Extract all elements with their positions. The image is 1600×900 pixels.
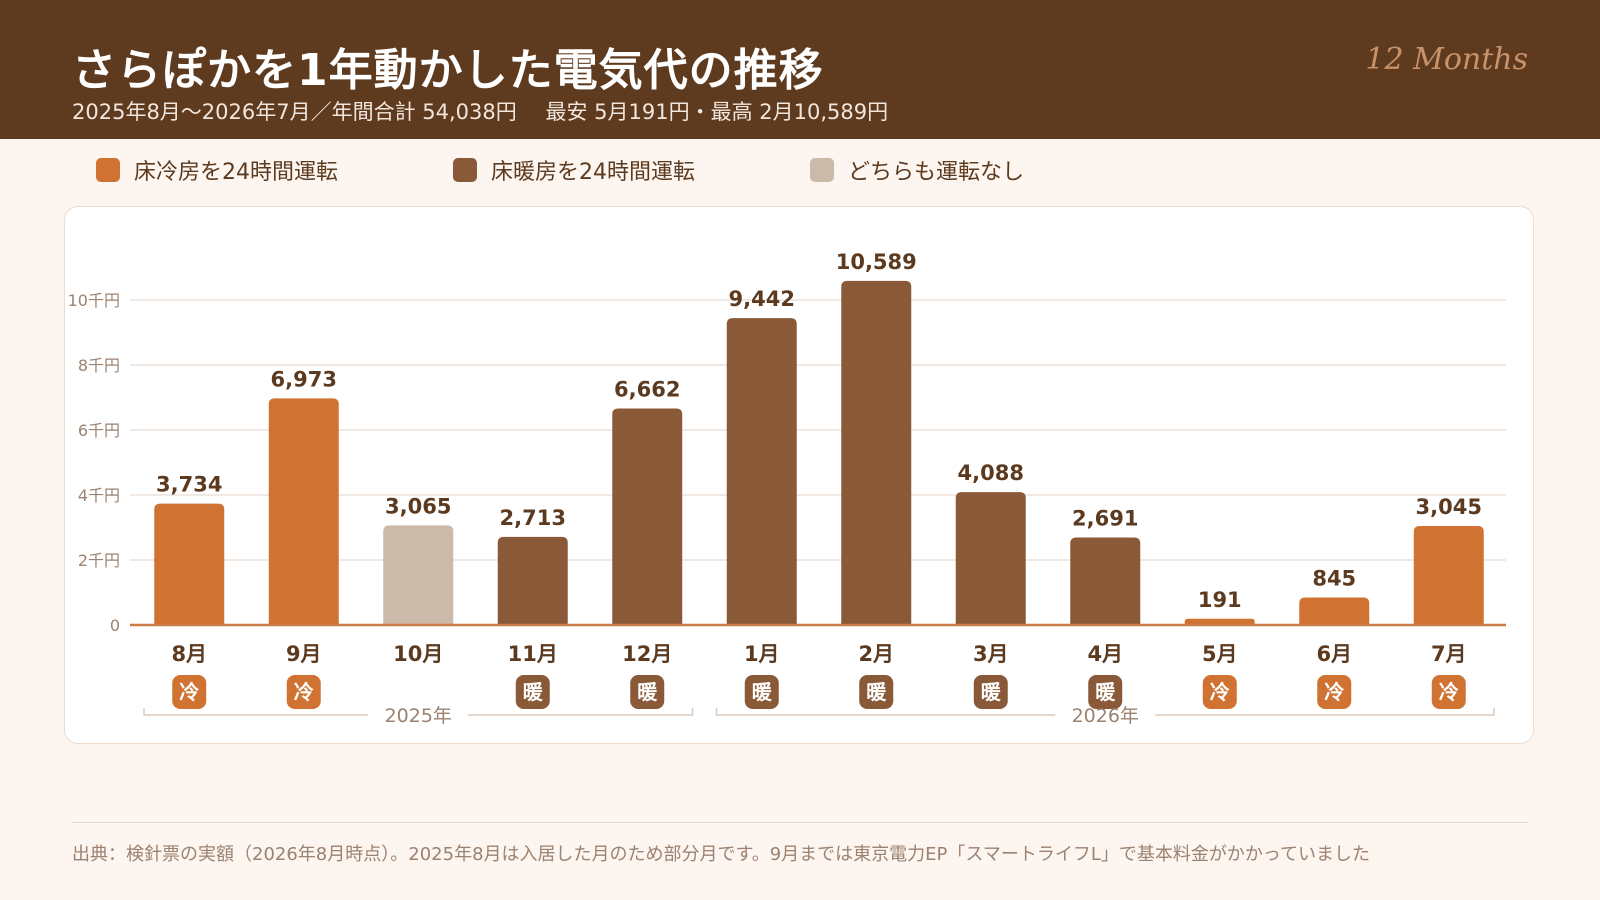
x-tick-label: 8月 bbox=[171, 642, 207, 666]
mode-badge-label: 暖 bbox=[1095, 680, 1116, 704]
x-tick-label: 6月 bbox=[1316, 642, 1352, 666]
y-tick-label: 4千円 bbox=[78, 486, 120, 505]
mode-badge-label: 暖 bbox=[752, 680, 773, 704]
mode-badge-label: 冷 bbox=[294, 680, 314, 704]
footer-source-note: 出典：検針票の実額（2026年8月時点）。2025年8月は入居した月のため部分月… bbox=[72, 844, 1370, 865]
year-group-label: 2026年 bbox=[1072, 705, 1139, 727]
y-tick-label: 0 bbox=[110, 616, 120, 635]
legend-label-off: どちらも運転なし bbox=[848, 160, 1025, 185]
bar bbox=[1413, 526, 1484, 625]
mode-badge-label: 暖 bbox=[523, 680, 544, 704]
bar bbox=[726, 318, 797, 625]
mode-badge bbox=[515, 675, 550, 709]
mode-badge bbox=[1202, 675, 1237, 709]
x-tick-label: 4月 bbox=[1087, 642, 1123, 666]
legend-item-cooling: 床冷房を24時間運転 bbox=[96, 154, 338, 186]
bar bbox=[612, 408, 683, 625]
bar bbox=[1184, 618, 1255, 625]
bar bbox=[1070, 537, 1141, 625]
mode-badge-label: 暖 bbox=[981, 680, 1002, 704]
bar-value-label: 2,691 bbox=[1072, 507, 1138, 531]
legend-label-cooling: 床冷房を24時間運転 bbox=[134, 160, 338, 185]
mode-badge-label: 冷 bbox=[1324, 680, 1344, 704]
mode-badge-label: 冷 bbox=[1439, 680, 1459, 704]
bar-value-label: 6,662 bbox=[614, 377, 680, 401]
bar bbox=[383, 525, 454, 625]
legend-item-off: どちらも運転なし bbox=[810, 154, 1024, 186]
mode-badge-label: 冷 bbox=[1210, 680, 1230, 704]
mode-badge-label: 冷 bbox=[179, 680, 199, 704]
chart-card: 0 2千円 4千円 6千円 8千円 10千円 3,734 8月冷 6,973 9月冷 3,065 10… bbox=[64, 206, 1534, 744]
mode-badge bbox=[973, 675, 1008, 709]
y-tick-label: 8千円 bbox=[78, 356, 120, 375]
mode-badge bbox=[286, 675, 321, 709]
x-tick-label: 12月 bbox=[622, 642, 672, 666]
bar bbox=[154, 503, 225, 625]
mode-badge bbox=[1431, 675, 1466, 709]
legend-swatch-heating bbox=[453, 158, 477, 182]
bar bbox=[955, 492, 1026, 625]
bar-value-label: 2,713 bbox=[500, 506, 566, 530]
bar-value-label: 3,734 bbox=[156, 473, 222, 497]
x-tick-label: 9月 bbox=[286, 642, 322, 666]
y-tick-label: 2千円 bbox=[78, 551, 120, 570]
bar bbox=[841, 280, 912, 625]
legend-swatch-cooling bbox=[96, 158, 120, 182]
x-tick-label: 5月 bbox=[1202, 642, 1238, 666]
bar-value-label: 191 bbox=[1198, 588, 1242, 612]
chart-legend: 床冷房を24時間運転 床暖房を24時間運転 どちらも運転なし bbox=[96, 152, 1139, 188]
x-tick-label: 1月 bbox=[744, 642, 780, 666]
mode-badge bbox=[172, 675, 207, 709]
x-tick-label: 2月 bbox=[858, 642, 894, 666]
mode-badge-label: 暖 bbox=[866, 680, 887, 704]
y-tick-label: 10千円 bbox=[68, 291, 120, 310]
mode-badge bbox=[630, 675, 665, 709]
bar-value-label: 10,589 bbox=[836, 250, 917, 274]
legend-item-heating: 床暖房を24時間運転 bbox=[453, 154, 695, 186]
year-bracket bbox=[1155, 708, 1495, 716]
year-bracket bbox=[715, 708, 1056, 716]
header-bar: さらぽかを1年動かした電気代の推移 2025年8月〜2026年7月／年間合計 5… bbox=[0, 0, 1600, 139]
bar bbox=[268, 398, 339, 625]
months-badge: 12 Months bbox=[1365, 42, 1528, 77]
legend-label-heating: 床暖房を24時間運転 bbox=[491, 160, 695, 185]
x-tick-label: 7月 bbox=[1431, 642, 1467, 666]
mode-badge bbox=[859, 675, 894, 709]
x-tick-label: 11月 bbox=[508, 642, 558, 666]
year-bracket bbox=[143, 708, 369, 716]
bar-value-label: 4,088 bbox=[958, 461, 1024, 485]
page-subtitle: 2025年8月〜2026年7月／年間合計 54,038円 最安 5月191円・最… bbox=[72, 96, 910, 126]
mode-badge bbox=[744, 675, 779, 709]
bar bbox=[497, 536, 568, 625]
bar-value-label: 3,065 bbox=[385, 494, 451, 518]
x-tick-label: 3月 bbox=[973, 642, 1009, 666]
x-tick-label: 10月 bbox=[393, 642, 443, 666]
year-group-label: 2025年 bbox=[385, 705, 452, 727]
mode-badge bbox=[1317, 675, 1352, 709]
footer-divider bbox=[72, 822, 1528, 823]
bar-value-label: 845 bbox=[1312, 567, 1356, 591]
year-bracket bbox=[468, 708, 694, 716]
bar-value-label: 9,442 bbox=[729, 287, 795, 311]
bar-value-label: 6,973 bbox=[271, 367, 337, 391]
y-tick-label: 6千円 bbox=[78, 421, 120, 440]
bar-value-label: 3,045 bbox=[1416, 495, 1482, 519]
mode-badge-label: 暖 bbox=[637, 680, 658, 704]
subtitle-minmax: 最安 5月191円・最高 2月10,589円 bbox=[545, 100, 889, 124]
legend-swatch-off bbox=[810, 158, 834, 182]
mode-badge bbox=[1088, 675, 1123, 709]
bar bbox=[1299, 597, 1370, 625]
bar-chart: 0 2千円 4千円 6千円 8千円 10千円 3,734 8月冷 6,973 9月冷 3,065 10… bbox=[68, 250, 1506, 727]
page-title: さらぽかを1年動かした電気代の推移 bbox=[72, 45, 824, 96]
subtitle-period: 2025年8月〜2026年7月／年間合計 54,038円 bbox=[72, 100, 517, 124]
